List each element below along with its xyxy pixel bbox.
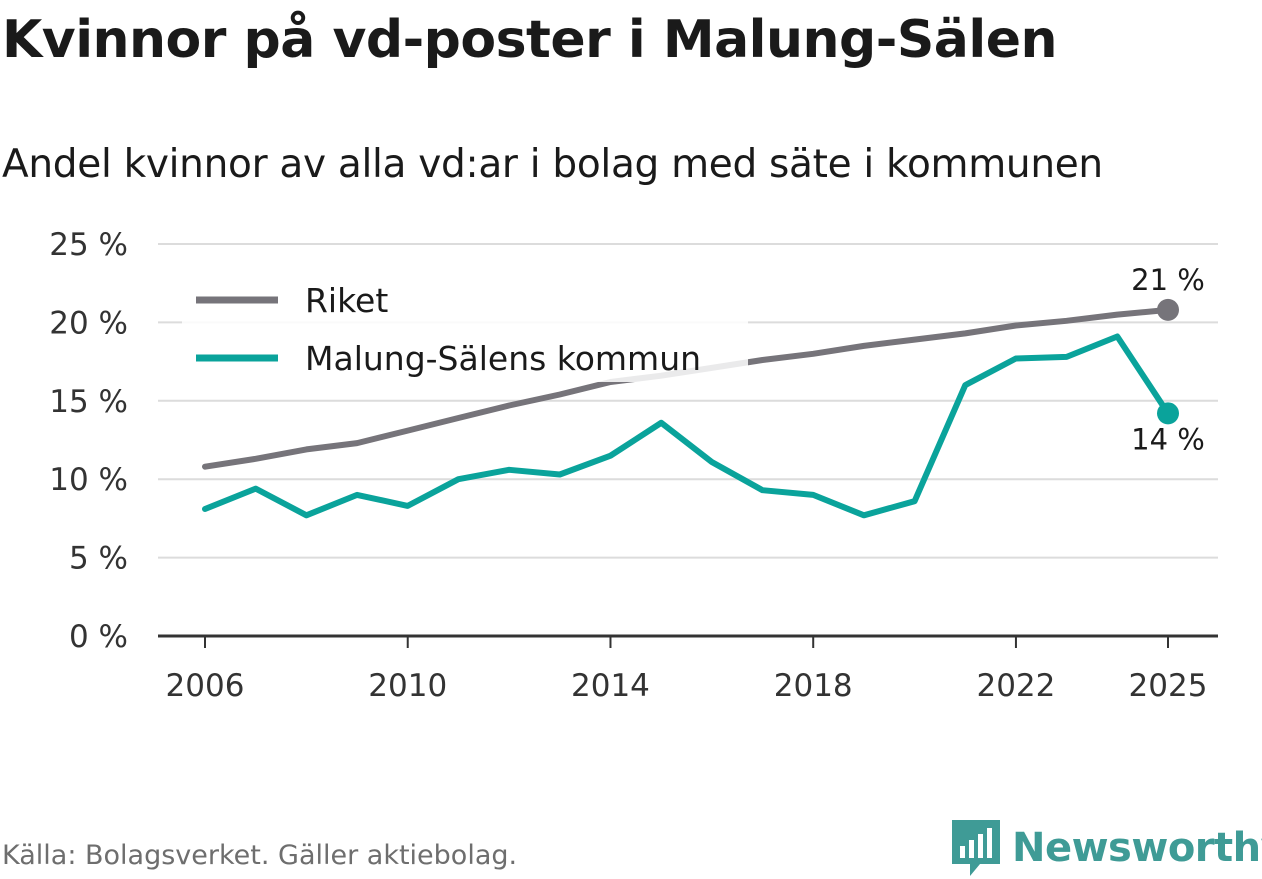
x-tick-label: 2014 [571,668,650,704]
series-line-kommun [202,333,1171,519]
y-tick-label: 25 % [49,227,128,263]
x-tick-label: 2018 [774,668,853,704]
y-tick-label: 5 % [69,541,128,577]
end-point-riket [1157,298,1179,321]
end-point-kommun [1157,402,1179,425]
x-tick-label: 2025 [1129,668,1208,704]
legend-label-kommun: Malung-Sälens kommun [305,339,701,378]
x-tick-label: 2006 [166,668,245,704]
x-axis-ticks: 2006 2010 2014 2018 2022 2025 [158,634,1218,704]
y-tick-label: 0 % [69,619,128,655]
brand-name: Newsworthy [1012,825,1262,871]
brand-logo: Newsworthy [950,818,1262,878]
y-tick-label: 15 % [49,384,128,420]
legend: Riket Malung-Sälens kommun [182,270,748,382]
y-axis-ticks: 0 % 5 % 10 % 15 % 20 % 25 % [49,227,128,655]
end-label-kommun: 14 % [1131,422,1205,456]
newsworthy-logo-icon [952,820,1000,876]
end-label-riket: 21 % [1131,263,1205,297]
source-note: Källa: Bolagsverket. Gäller aktiebolag. [2,840,518,871]
y-tick-label: 20 % [49,305,128,341]
legend-background [182,270,748,382]
x-tick-label: 2022 [976,668,1055,704]
chart-title: Kvinnor på vd-poster i Malung-Sälen [2,10,1058,70]
x-tick-label: 2010 [368,668,447,704]
legend-label-riket: Riket [305,281,388,320]
chart-subtitle: Andel kvinnor av alla vd:ar i bolag med … [2,142,1103,187]
end-labels: 21 % 14 % [1131,263,1205,456]
y-tick-label: 10 % [49,462,128,498]
